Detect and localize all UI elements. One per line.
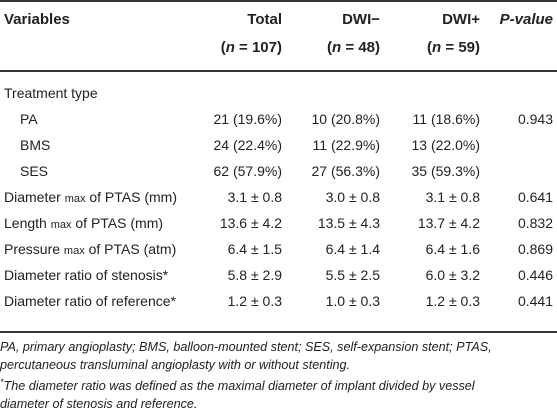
cell-neg-length-max: 13.5 ± 4.3 [317, 215, 380, 231]
cell-p-length-max: 0.832 [517, 215, 553, 231]
top-rule [0, 0, 557, 2]
cell-pos-diameter-max: 3.1 ± 0.8 [425, 189, 480, 205]
footnote-diameter-ratio: *The diameter ratio was defined as the m… [0, 374, 557, 413]
row-label-pa: PA [20, 111, 38, 127]
cell-pos-pa: 11 (18.6%) [412, 111, 480, 127]
label-rest: of PTAS (mm) [75, 215, 164, 231]
label-main: Diameter [4, 189, 61, 205]
header-dwi-negative-n: (n = 48) [327, 39, 380, 56]
cell-total-ratio-stenosis: 5.8 ± 2.9 [227, 267, 282, 283]
label-subscript: max [63, 245, 85, 257]
label-main: Length [4, 215, 47, 231]
row-label-ratio-reference: Diameter ratio of reference* [4, 293, 176, 309]
cell-total-length-max: 13.6 ± 4.2 [219, 215, 282, 231]
cell-total-ratio-reference: 1.2 ± 0.3 [227, 293, 282, 309]
label-rest: of PTAS (atm) [88, 241, 177, 257]
cell-neg-pa: 10 (20.8%) [311, 111, 380, 127]
cell-total-pressure-max: 6.4 ± 1.5 [227, 241, 282, 257]
row-label-bms: BMS [20, 137, 51, 153]
footnote-abbrev-line-1: PA, primary angioplasty; BMS, balloon-mo… [0, 340, 492, 354]
footnote-abbrev-line-2: percutaneous transluminal angioplasty wi… [0, 357, 351, 372]
row-label-ses: SES [20, 163, 49, 179]
n-symbol: n [225, 39, 235, 56]
cell-pos-ratio-stenosis: 6.0 ± 3.2 [425, 267, 480, 283]
cell-pos-pressure-max: 6.4 ± 1.6 [425, 241, 480, 257]
cell-neg-ratio-reference: 1.0 ± 0.3 [325, 293, 380, 309]
header-p-value: P-value [499, 11, 553, 28]
header-total: Total [247, 11, 282, 28]
n-symbol: n [432, 39, 442, 56]
row-label-length-max: Length max of PTAS (mm) [4, 214, 163, 234]
footnote-abbreviations: PA, primary angioplasty; BMS, balloon-mo… [0, 339, 557, 374]
header-dwi-negative: DWI− [342, 11, 380, 28]
cell-neg-diameter-max: 3.0 ± 0.8 [325, 189, 380, 205]
cell-neg-ratio-stenosis: 5.5 ± 2.5 [325, 267, 380, 283]
header-rule [0, 70, 557, 72]
row-label-ratio-stenosis: Diameter ratio of stenosis* [4, 267, 169, 283]
footnote-star-line-1: *The diameter ratio was defined as the m… [0, 374, 557, 396]
cell-pos-ses: 35 (59.3%) [411, 163, 480, 179]
row-label-diameter-max: Diameter max of PTAS (mm) [4, 188, 177, 208]
label-main: Pressure [4, 241, 61, 257]
footnote-star-line-2: diameter of stenosis and reference. [0, 396, 198, 411]
bottom-rule [0, 331, 557, 333]
row-label-pressure-max: Pressure max of PTAS (atm) [4, 240, 176, 260]
footnote-star-text: The diameter ratio was defined as the ma… [3, 379, 475, 394]
cell-neg-ses: 27 (56.3%) [311, 163, 380, 179]
section-treatment-type: Treatment type [4, 85, 98, 101]
cell-total-pa: 21 (19.6%) [213, 111, 282, 127]
cell-total-bms: 24 (22.4%) [213, 137, 282, 153]
header-dwi-positive: DWI+ [442, 11, 480, 28]
footnote-star-mark: * [0, 377, 4, 387]
cell-pos-ratio-reference: 1.2 ± 0.3 [425, 293, 480, 309]
cell-neg-bms: 11 (22.9%) [312, 137, 380, 153]
label-subscript: max [50, 219, 72, 231]
cell-p-ratio-reference: 0.441 [517, 293, 553, 309]
cell-total-diameter-max: 3.1 ± 0.8 [227, 189, 282, 205]
header-total-n: (n = 107) [220, 39, 282, 56]
cell-pos-length-max: 13.7 ± 4.2 [417, 215, 480, 231]
cell-p-diameter-max: 0.641 [517, 189, 553, 205]
cell-p-ratio-stenosis: 0.446 [517, 267, 553, 283]
label-rest: of PTAS (mm) [89, 189, 177, 205]
cell-pos-bms: 13 (22.0%) [411, 137, 480, 153]
cell-neg-pressure-max: 6.4 ± 1.4 [325, 241, 380, 257]
cell-total-ses: 62 (57.9%) [213, 163, 282, 179]
cell-p-pressure-max: 0.869 [517, 241, 553, 257]
cell-p-pa: 0.943 [517, 111, 553, 127]
n-symbol: n [332, 39, 342, 56]
header-dwi-positive-n: (n = 59) [427, 39, 480, 56]
header-variables: Variables [4, 11, 70, 28]
label-subscript: max [64, 193, 86, 205]
